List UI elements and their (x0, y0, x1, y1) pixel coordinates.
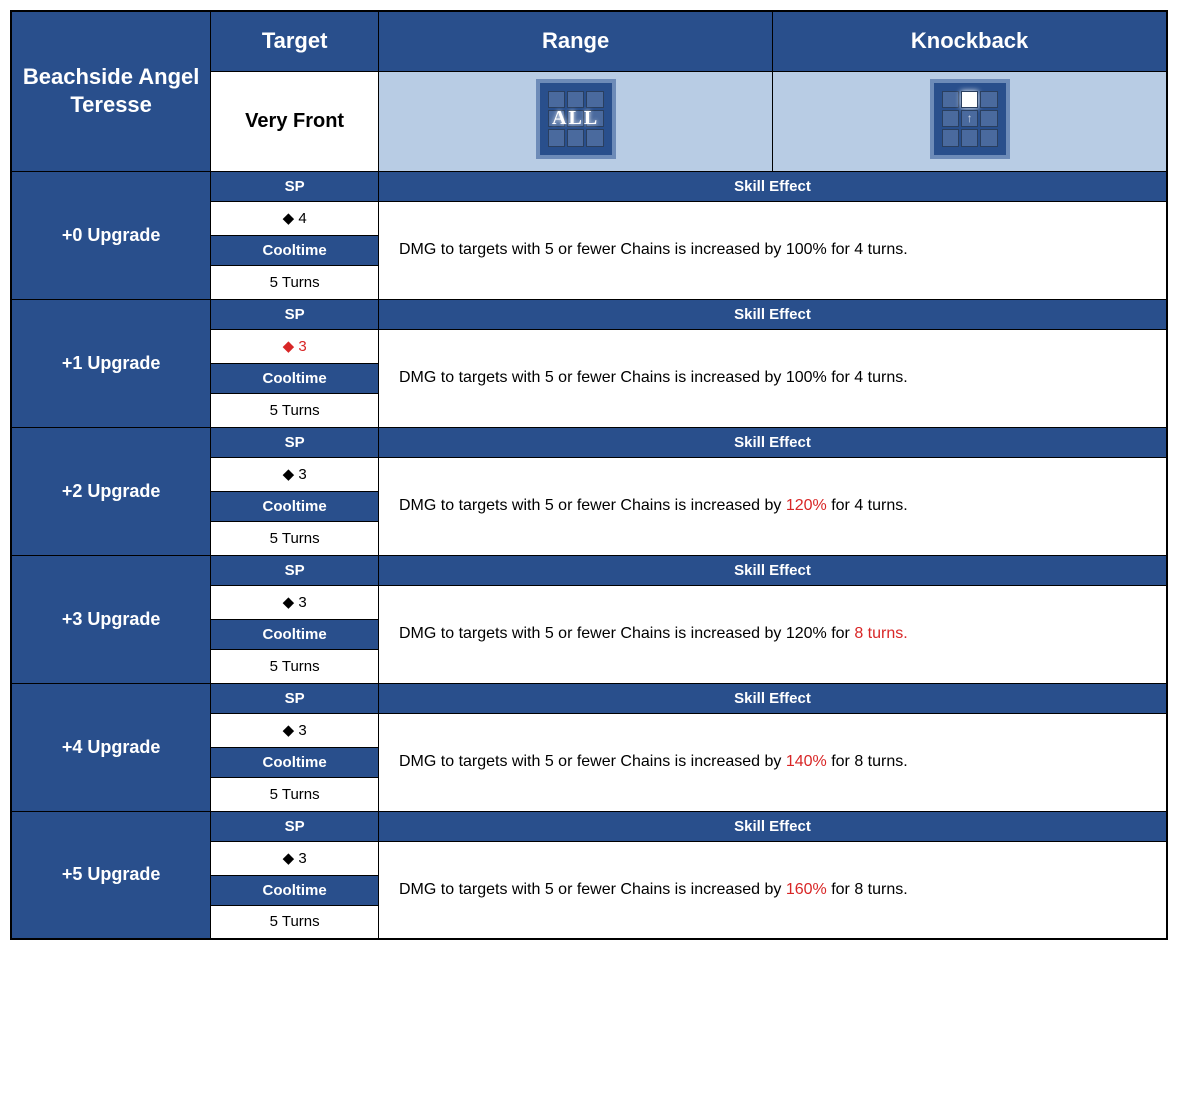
skill-effect-header: Skill Effect (379, 555, 1168, 585)
skill-effect-text: DMG to targets with 5 or fewer Chains is… (379, 457, 1168, 555)
cooltime-header: Cooltime (211, 875, 379, 905)
cooltime-value: 5 Turns (211, 265, 379, 299)
skill-effect-header: Skill Effect (379, 299, 1168, 329)
skill-effect-header: Skill Effect (379, 427, 1168, 457)
header-range: Range (379, 11, 773, 71)
skill-effect-header: Skill Effect (379, 683, 1168, 713)
sp-value: ◆ 3 (211, 841, 379, 875)
sp-value: ◆ 3 (211, 329, 379, 363)
skill-effect-header: Skill Effect (379, 171, 1168, 201)
upgrade-label: +0 Upgrade (11, 171, 211, 299)
skill-table: Beachside Angel Teresse Target Range Kno… (10, 10, 1168, 940)
skill-effect-header: Skill Effect (379, 811, 1168, 841)
sp-value: ◆ 3 (211, 585, 379, 619)
cooltime-header: Cooltime (211, 491, 379, 521)
range-all-icon: ALL (536, 79, 616, 159)
sp-value: ◆ 3 (211, 713, 379, 747)
cooltime-header: Cooltime (211, 747, 379, 777)
range-all-label: ALL (540, 83, 612, 155)
cooltime-value: 5 Turns (211, 649, 379, 683)
upgrade-label: +5 Upgrade (11, 811, 211, 939)
header-target: Target (211, 11, 379, 71)
skill-effect-text: DMG to targets with 5 or fewer Chains is… (379, 585, 1168, 683)
upgrade-label: +4 Upgrade (11, 683, 211, 811)
target-value-cell: Very Front (211, 71, 379, 171)
skill-effect-text: DMG to targets with 5 or fewer Chains is… (379, 713, 1168, 811)
skill-effect-text: DMG to targets with 5 or fewer Chains is… (379, 201, 1168, 299)
cooltime-header: Cooltime (211, 235, 379, 265)
skill-effect-text: DMG to targets with 5 or fewer Chains is… (379, 841, 1168, 939)
upgrade-label: +1 Upgrade (11, 299, 211, 427)
arrow-up-icon: ↑ (967, 111, 973, 125)
knockback-grid-icon: ↑ (930, 79, 1010, 159)
range-icon-cell: ALL (379, 71, 773, 171)
sp-header: SP (211, 171, 379, 201)
header-knockback: Knockback (773, 11, 1167, 71)
sp-header: SP (211, 811, 379, 841)
upgrade-label: +3 Upgrade (11, 555, 211, 683)
sp-value: ◆ 4 (211, 201, 379, 235)
upgrade-label: +2 Upgrade (11, 427, 211, 555)
skill-effect-text: DMG to targets with 5 or fewer Chains is… (379, 329, 1168, 427)
sp-value: ◆ 3 (211, 457, 379, 491)
cooltime-value: 5 Turns (211, 393, 379, 427)
sp-header: SP (211, 427, 379, 457)
cooltime-header: Cooltime (211, 363, 379, 393)
cooltime-value: 5 Turns (211, 905, 379, 939)
cooltime-value: 5 Turns (211, 777, 379, 811)
character-name-cell: Beachside Angel Teresse (11, 11, 211, 171)
sp-header: SP (211, 683, 379, 713)
sp-header: SP (211, 299, 379, 329)
cooltime-header: Cooltime (211, 619, 379, 649)
sp-header: SP (211, 555, 379, 585)
cooltime-value: 5 Turns (211, 521, 379, 555)
knockback-icon-cell: ↑ (773, 71, 1167, 171)
